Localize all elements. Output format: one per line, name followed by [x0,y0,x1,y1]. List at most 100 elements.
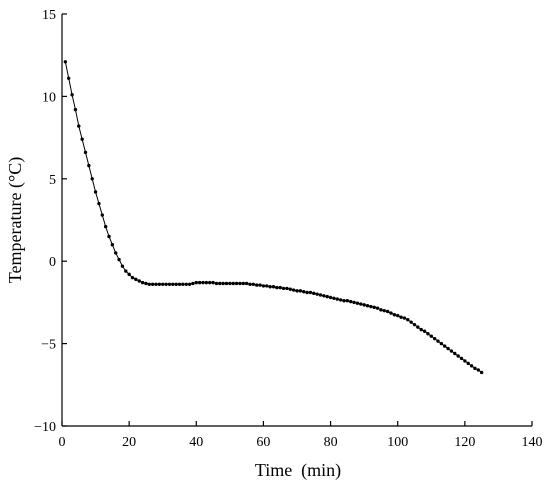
x-tick-label: 0 [59,435,66,450]
data-point [446,346,450,351]
data-point [365,303,370,308]
data-point [127,272,131,277]
data-point [375,306,380,310]
data-point [83,150,88,155]
data-point [439,341,444,346]
data-point [164,282,168,286]
y-tick-label: −5 [41,338,56,353]
data-point [130,275,135,280]
data-point [396,313,400,318]
data-point [322,294,326,298]
data-point [349,299,353,304]
data-point [181,282,185,286]
x-tick-label: 20 [122,435,136,450]
data-point [479,370,484,375]
data-point [194,280,198,285]
data-point [372,305,376,310]
data-point [385,309,390,314]
data-point [469,364,474,368]
x-tick-label: 140 [522,435,543,450]
data-point [338,298,343,302]
data-point [150,282,155,286]
data-point [251,282,256,286]
data-point [238,281,242,286]
data-point [332,296,336,300]
data-point [100,213,104,217]
data-point [265,284,269,288]
data-point [271,285,276,289]
data-point [312,291,316,296]
data-point [244,281,249,286]
data-point [197,280,202,285]
data-point [103,224,108,229]
x-ticks: 0 20 40 60 80 100 120 140 [59,421,543,450]
data-point [295,289,299,293]
data-point [416,325,420,329]
data-point [302,289,306,294]
data-point [362,303,366,307]
y-axis: 15 10 5 0 −5 −10 [34,8,67,435]
data-point [278,285,282,290]
data-point [456,354,460,358]
data-point [412,322,417,327]
data-point [167,282,172,286]
y-tick-label: 0 [49,255,56,270]
data-point [308,290,313,295]
data-point [137,279,141,283]
data-point [114,251,118,255]
y-tick-label: 5 [49,173,56,188]
data-point [224,281,229,286]
y-tick-label: −10 [34,420,56,435]
data-point [409,320,413,324]
data-point [305,290,309,295]
data-point [281,286,286,291]
data-point [298,289,303,293]
data-point [87,163,91,168]
data-point [275,285,279,290]
data-point [120,264,125,268]
y-tick-label: 10 [42,90,56,105]
data-point [248,282,252,286]
x-axis: 0 20 40 60 80 100 120 140 [59,421,543,450]
data-point [171,282,175,286]
data-point [184,282,188,286]
data-point [355,301,360,305]
data-point [379,308,383,312]
data-point [261,284,266,288]
data-point [110,243,115,247]
data-point [70,93,74,97]
data-point [124,269,128,273]
data-point [345,299,350,303]
data-point [201,280,205,285]
data-point [177,282,182,286]
data-point [436,339,440,343]
data-point [342,299,346,303]
data-point [476,368,480,372]
x-tick-label: 40 [189,435,203,450]
data-point [90,177,94,181]
x-tick-label: 120 [454,435,475,450]
data-point [234,281,239,286]
data-point [318,293,323,297]
data-point [315,292,319,296]
data-point [258,283,262,287]
data-point [426,332,430,336]
data-point [369,304,373,309]
data-point [402,316,407,320]
data-point [73,107,78,112]
data-point [67,76,71,80]
data-point [291,288,296,292]
data-point [382,308,386,313]
data-point [453,351,457,356]
data-point [208,280,212,285]
x-tick-label: 60 [256,435,270,450]
data-point [140,280,145,285]
data-point [473,366,477,371]
x-tick-label: 80 [324,435,338,450]
data-point [459,356,464,361]
y-tick-label: 15 [42,8,56,23]
data-point [97,201,101,206]
x-tick-label: 100 [387,435,408,450]
data-point [352,300,356,305]
